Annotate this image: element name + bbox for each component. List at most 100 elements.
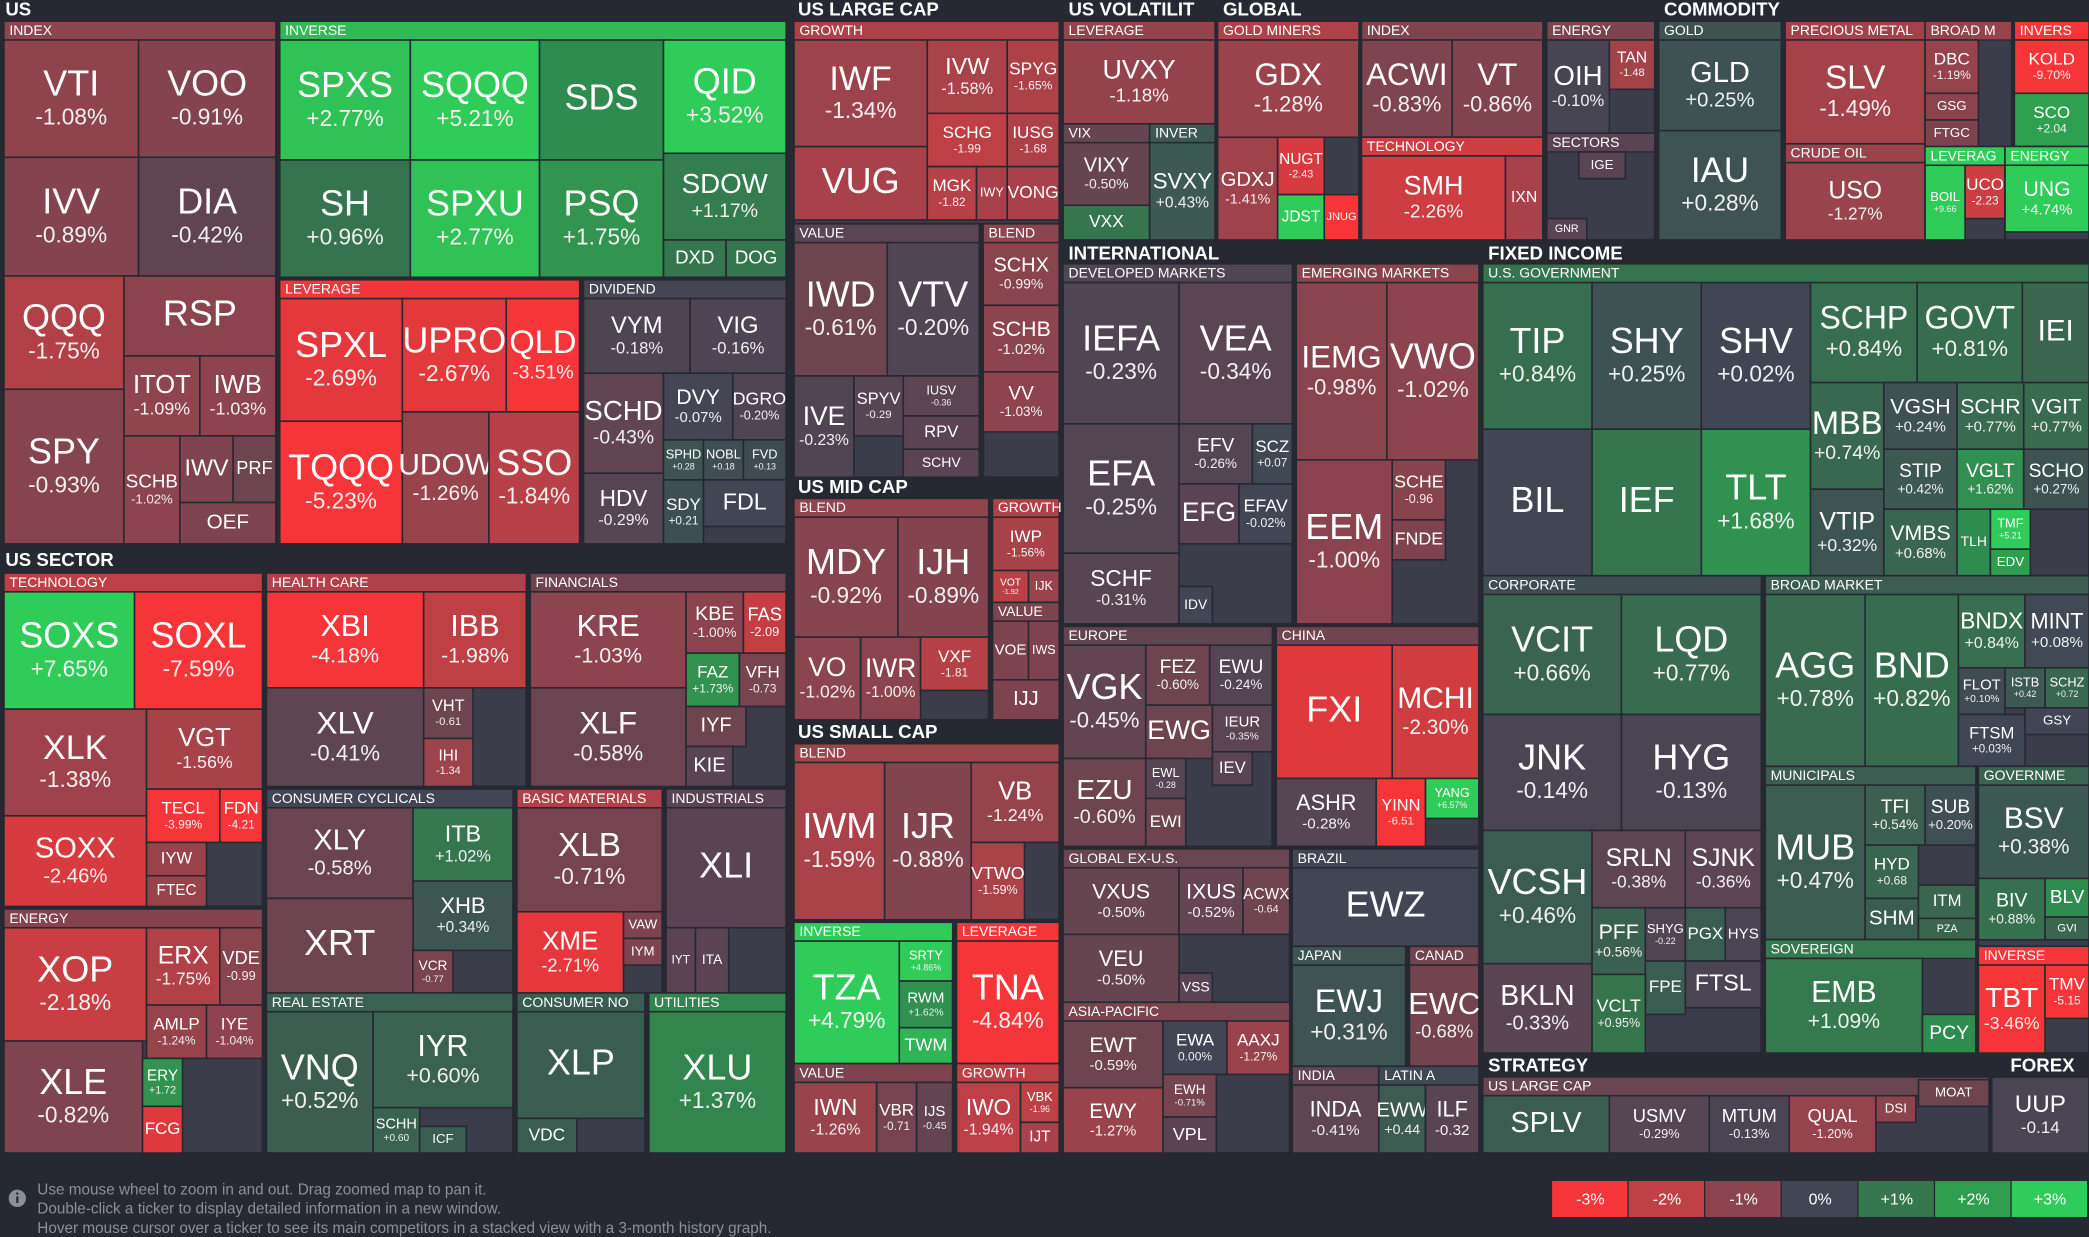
etf-tile[interactable]: ITM bbox=[1917, 884, 1977, 920]
etf-tile[interactable]: MTUM-0.13% bbox=[1708, 1094, 1791, 1154]
etf-tile[interactable]: SCHE-0.96 bbox=[1391, 459, 1447, 521]
etf-tile[interactable]: FAZ+1.73% bbox=[685, 652, 741, 708]
etf-tile[interactable]: FXI bbox=[1275, 644, 1394, 780]
etf-tile[interactable]: SCHB-1.02% bbox=[982, 304, 1060, 373]
etf-tile[interactable]: VOT-1.92 bbox=[991, 569, 1030, 604]
etf-tile[interactable]: JNUG bbox=[1323, 193, 1360, 241]
etf-tile[interactable]: ERY+1.72 bbox=[141, 1057, 184, 1108]
etf-tile[interactable]: JNK-0.14% bbox=[1482, 713, 1623, 832]
etf-tile[interactable]: TAN-1.48 bbox=[1608, 39, 1656, 91]
etf-tile[interactable]: SVXY+0.43% bbox=[1148, 141, 1216, 241]
etf-tile[interactable]: FTGC bbox=[1924, 119, 1980, 148]
etf-tile[interactable]: ITB+1.02% bbox=[412, 806, 514, 882]
etf-tile[interactable]: TLT+1.68% bbox=[1700, 428, 1812, 577]
etf-tile[interactable]: IJS-0.45 bbox=[915, 1081, 954, 1154]
etf-tile[interactable]: PFF+0.56% bbox=[1591, 906, 1647, 976]
etf-tile[interactable]: TMF+5.21 bbox=[1989, 508, 2032, 550]
etf-tile[interactable]: UNG+4.74% bbox=[2004, 164, 2089, 233]
etf-tile[interactable]: VTWO-1.59% bbox=[970, 841, 1026, 921]
etf-tile[interactable]: FTSM +0.03% bbox=[1957, 713, 2026, 768]
etf-tile[interactable]: SLV-1.49% bbox=[1784, 39, 1926, 145]
etf-tile[interactable]: DVY-0.07% bbox=[662, 372, 734, 441]
etf-tile[interactable]: TLH bbox=[1956, 508, 1992, 577]
etf-tile[interactable]: UDOW-1.26% bbox=[398, 411, 494, 545]
etf-tile[interactable]: UCO-2.23 bbox=[1964, 164, 2006, 220]
etf-tile[interactable]: HYG-0.13% bbox=[1620, 713, 1763, 832]
etf-tile[interactable]: EFV-0.26% bbox=[1178, 423, 1254, 485]
etf-tile[interactable]: IAU+0.28% bbox=[1657, 129, 1783, 241]
etf-tile[interactable]: IEMG-0.98% bbox=[1295, 281, 1388, 461]
etf-tile[interactable]: BSV+0.38% bbox=[1977, 784, 2089, 880]
etf-tile[interactable]: RWM+1.62% bbox=[898, 980, 954, 1029]
etf-tile[interactable]: FEZ-0.60% bbox=[1144, 644, 1211, 706]
etf-tile[interactable]: VOE bbox=[991, 620, 1030, 681]
etf-tile[interactable]: XLI bbox=[665, 806, 787, 929]
etf-tile[interactable]: AAXJ-1.27% bbox=[1226, 1020, 1291, 1076]
etf-tile[interactable]: SMH-2.26% bbox=[1360, 155, 1507, 241]
etf-tile[interactable]: VNQ+0.52% bbox=[265, 1010, 374, 1154]
etf-tile[interactable]: EZU-0.60% bbox=[1062, 757, 1147, 848]
etf-tile[interactable]: VHT-0.61 bbox=[422, 687, 474, 740]
etf-tile[interactable]: IWD-0.61% bbox=[793, 241, 889, 377]
etf-tile[interactable]: IWN-1.26% bbox=[793, 1081, 878, 1154]
etf-tile[interactable]: EWH-0.71% bbox=[1162, 1073, 1218, 1118]
etf-tile[interactable]: TIP+0.84% bbox=[1482, 281, 1593, 431]
etf-tile[interactable]: IYE-1.04% bbox=[205, 1004, 264, 1060]
etf-tile[interactable]: GVI bbox=[2044, 916, 2089, 941]
etf-tile[interactable]: RPV bbox=[902, 415, 981, 451]
etf-tile[interactable]: VSS bbox=[1178, 972, 1214, 1004]
etf-tile[interactable]: SCHF-0.31% bbox=[1062, 552, 1180, 625]
etf-tile[interactable]: DBC-1.19% bbox=[1924, 39, 1980, 95]
etf-tile[interactable]: DGRO-0.20% bbox=[731, 372, 787, 441]
etf-tile[interactable]: PZA bbox=[1917, 917, 1977, 941]
etf-tile[interactable]: VGLT+1.62% bbox=[1956, 448, 2025, 510]
etf-tile[interactable]: VIG-0.16% bbox=[689, 297, 787, 375]
etf-tile[interactable]: XLB-0.71% bbox=[516, 806, 663, 913]
etf-tile[interactable]: XLK-1.38% bbox=[3, 708, 148, 817]
etf-tile[interactable]: IYR+0.60% bbox=[372, 1010, 514, 1109]
etf-tile[interactable]: EWL-0.28 bbox=[1144, 757, 1187, 800]
etf-tile[interactable]: ASHR-0.28% bbox=[1275, 777, 1378, 848]
etf-tile[interactable]: FDL bbox=[702, 479, 787, 528]
etf-tile[interactable]: INDA-0.41% bbox=[1291, 1084, 1380, 1154]
etf-tile[interactable]: SPXS+2.77% bbox=[278, 39, 412, 161]
etf-tile[interactable]: GOVT+0.81% bbox=[1916, 281, 2024, 384]
etf-tile[interactable]: VYM-0.18% bbox=[582, 297, 691, 375]
etf-tile[interactable]: ITOT-1.09% bbox=[123, 355, 201, 437]
etf-tile[interactable]: VBK-1.96 bbox=[1019, 1081, 1060, 1124]
etf-tile[interactable]: TZA+4.79% bbox=[793, 940, 901, 1065]
etf-tile[interactable]: SCHP+0.84% bbox=[1809, 281, 1918, 384]
etf-tile[interactable]: VEU-0.50% bbox=[1062, 933, 1180, 1004]
etf-tile[interactable]: MDY-0.92% bbox=[793, 516, 899, 638]
etf-tile[interactable]: SCHG-1.99 bbox=[926, 112, 1008, 168]
etf-tile[interactable]: SSO-1.84% bbox=[488, 411, 581, 545]
etf-tile[interactable]: IBB-1.98% bbox=[422, 591, 528, 689]
etf-tile[interactable]: IDV bbox=[1178, 585, 1214, 625]
etf-tile[interactable]: IJH-0.89% bbox=[897, 516, 990, 638]
etf-tile[interactable]: HYS bbox=[1724, 906, 1763, 962]
etf-tile[interactable]: ITA bbox=[694, 926, 730, 994]
etf-tile[interactable]: EFA-0.25% bbox=[1062, 423, 1180, 554]
etf-tile[interactable]: SCHD-0.43% bbox=[582, 372, 665, 475]
etf-tile[interactable]: KOLD-9.70% bbox=[2013, 39, 2089, 95]
etf-tile[interactable]: IEFA-0.23% bbox=[1062, 281, 1180, 425]
etf-tile[interactable]: STIP+0.42% bbox=[1883, 448, 1958, 510]
etf-tile[interactable]: VCIT+0.66% bbox=[1482, 593, 1623, 716]
etf-tile[interactable]: XOP-2.18% bbox=[3, 926, 148, 1042]
etf-tile[interactable]: IWM-1.59% bbox=[793, 761, 886, 921]
etf-tile[interactable]: IYF bbox=[685, 705, 747, 748]
etf-tile[interactable]: SDY+0.21 bbox=[662, 479, 705, 545]
etf-tile[interactable]: SCHO+0.27% bbox=[2022, 448, 2089, 510]
etf-tile[interactable]: EWC-0.68% bbox=[1408, 964, 1480, 1068]
etf-tile[interactable]: JDST bbox=[1276, 193, 1326, 241]
etf-tile[interactable]: EWJ+0.31% bbox=[1291, 964, 1407, 1068]
etf-tile[interactable]: GSY bbox=[2024, 707, 2089, 736]
etf-tile[interactable]: IWO-1.94% bbox=[955, 1081, 1022, 1154]
etf-tile[interactable]: IUSV-0.36 bbox=[902, 375, 981, 417]
etf-tile[interactable]: MUB+0.47% bbox=[1764, 784, 1866, 941]
etf-tile[interactable]: EWU-0.24% bbox=[1208, 644, 1274, 706]
etf-tile[interactable]: FTSL bbox=[1684, 960, 1763, 1009]
etf-tile[interactable]: EMB+1.09% bbox=[1764, 957, 1924, 1054]
etf-tile[interactable]: XLY-0.58% bbox=[265, 806, 414, 900]
etf-tile[interactable]: HYD+0.68 bbox=[1864, 844, 1920, 900]
